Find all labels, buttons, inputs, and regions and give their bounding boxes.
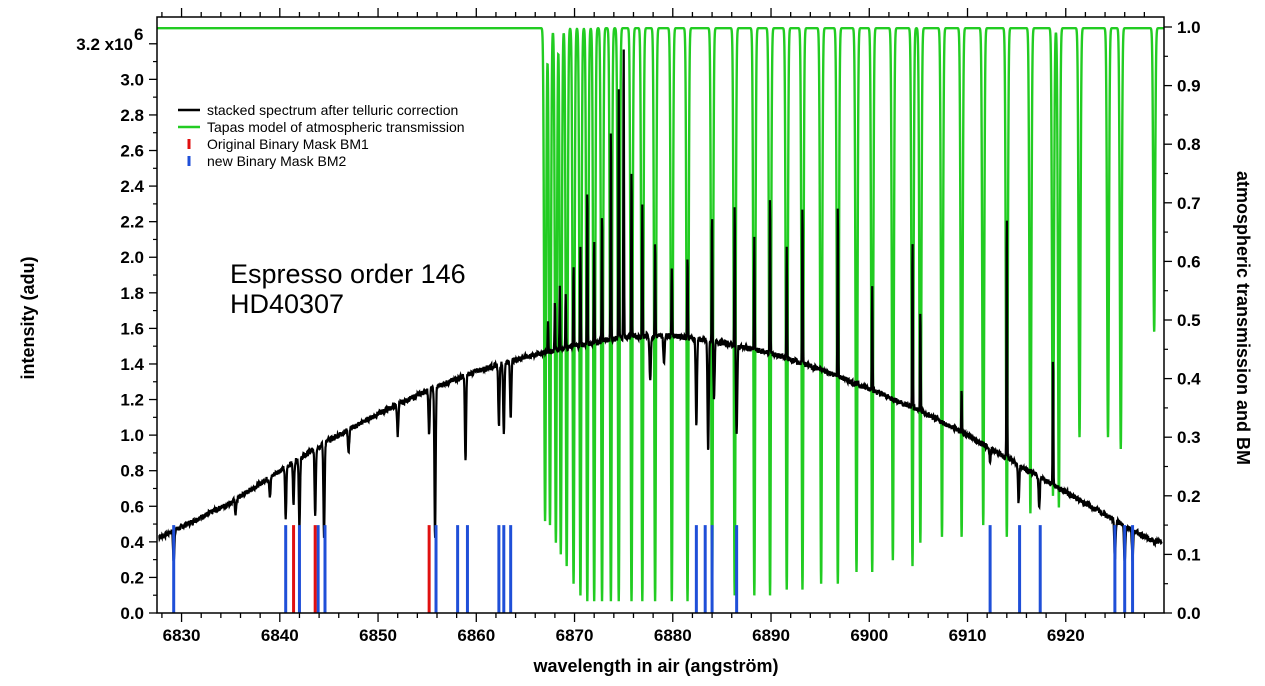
y-left-tick-label: 2.6	[120, 142, 144, 161]
x-tick-label: 6910	[949, 626, 987, 645]
y-left-tick-label: 0.2	[120, 568, 144, 587]
y-left-top-tick-label: 3.2 x10	[76, 35, 133, 54]
series-stacked-spectrum	[158, 49, 1163, 563]
y-left-tick-label: 2.2	[120, 213, 144, 232]
y-left-tick-label: 1.2	[120, 391, 144, 410]
y-right-tick-label: 0.8	[1177, 135, 1201, 154]
y-right-tick-label: 0.6	[1177, 252, 1201, 271]
y-right-tick-label: 0.4	[1177, 370, 1201, 389]
y-right-tick-label: 0.7	[1177, 194, 1201, 213]
y-right-tick-label: 0.2	[1177, 487, 1201, 506]
y-right-tick-label: 0.5	[1177, 311, 1201, 330]
y-right-tick-label: 1.0	[1177, 18, 1201, 37]
annotation-line-1: Espresso order 146	[230, 259, 466, 289]
x-tick-label: 6880	[654, 626, 692, 645]
x-tick-label: 6840	[261, 626, 299, 645]
y-left-tick-label: 0.4	[120, 533, 144, 552]
x-axis-title: wavelength in air (angström)	[532, 656, 778, 676]
y-left-top-tick-exponent: 6	[134, 25, 143, 44]
annotation-line-2: HD40307	[230, 289, 344, 319]
axes: 6830 6840 6850 6860 6870 6880 6890 6900 6910 6920…	[76, 8, 1201, 645]
x-tick-label: 6860	[457, 626, 495, 645]
y-axis-right-title: atmospheric transmission and BM	[1233, 171, 1253, 465]
legend: stacked spectrum after telluric correcti…	[178, 102, 465, 169]
legend-label: stacked spectrum after telluric correcti…	[207, 102, 458, 118]
y-right-tick-label: 0.9	[1177, 77, 1201, 96]
y-left-tick-label: 1.4	[120, 355, 144, 374]
x-tick-label: 6850	[359, 626, 397, 645]
y-left-tick-label: 0.6	[120, 497, 144, 516]
legend-label: Tapas model of atmospheric transmission	[207, 119, 465, 135]
y-left-tick-label: 0.8	[120, 462, 144, 481]
y-left-tick-label: 3.0	[120, 70, 144, 89]
x-tick-label: 6890	[752, 626, 790, 645]
y-right-tick-label: 0.0	[1177, 604, 1201, 623]
y-left-tick-label: 1.6	[120, 319, 144, 338]
plot-area	[157, 26, 1164, 613]
y-axis-left-title: intensity (adu)	[18, 256, 38, 379]
plot-content	[157, 26, 1164, 613]
plot-frame	[156, 16, 1165, 614]
legend-label: Original Binary Mask BM1	[207, 136, 369, 152]
x-tick-label: 6920	[1047, 626, 1085, 645]
x-tick-label: 6830	[163, 626, 201, 645]
y-left-tick-label: 2.0	[120, 248, 144, 267]
x-tick-label: 6870	[556, 626, 594, 645]
y-left-tick-label: 2.4	[120, 177, 144, 196]
y-left-tick-label: 0.0	[120, 604, 144, 623]
y-right-tick-label: 0.1	[1177, 545, 1201, 564]
y-left-tick-label: 1.8	[120, 284, 144, 303]
y-left-tick-label: 2.8	[120, 106, 144, 125]
legend-label: new Binary Mask BM2	[207, 153, 346, 169]
series-tapas-transmission	[157, 26, 1164, 602]
annotation: Espresso order 146 HD40307	[230, 259, 466, 319]
y-right-tick-label: 0.3	[1177, 428, 1201, 447]
y-left-tick-label: 1.0	[120, 426, 144, 445]
x-tick-label: 6900	[850, 626, 888, 645]
